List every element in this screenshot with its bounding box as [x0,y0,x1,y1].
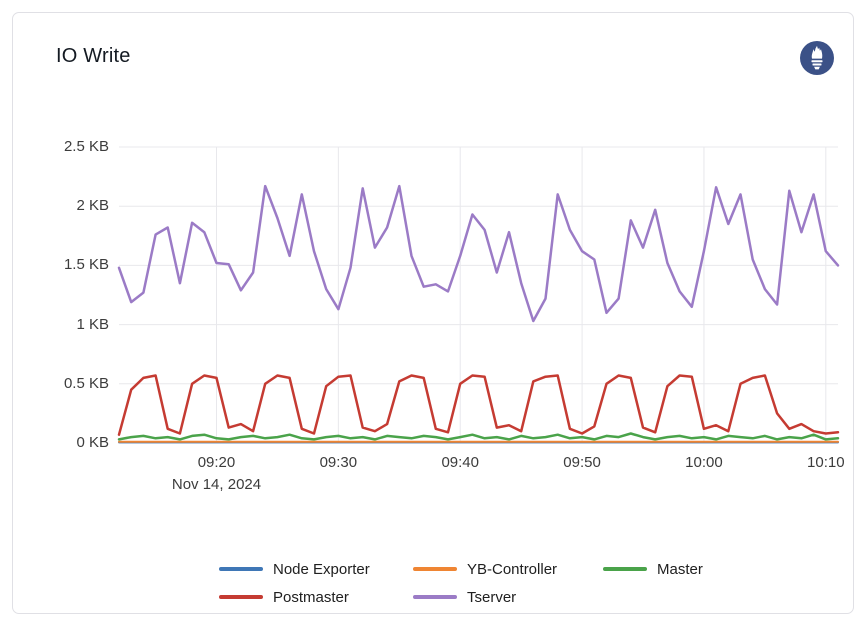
y-axis-label: 0.5 KB [63,374,109,392]
y-axis-label: 1 KB [76,315,109,333]
series-line-master [117,432,840,441]
legend: Node Exporter YB-Controller Master Postmast… [219,559,773,607]
legend-swatch-postmaster [219,595,263,599]
legend-label: YB-Controller [467,560,558,578]
x-axis-label: 10:10 [807,454,845,471]
legend-item-node-exporter[interactable]: Node Exporter [219,559,413,579]
x-axis-label: 09:40 [441,454,479,471]
panel-title: IO Write [56,45,131,67]
series-line-tserver [117,184,840,323]
legend-item-tserver[interactable]: Tserver [413,587,603,607]
legend-item-yb-controller[interactable]: YB-Controller [413,559,603,579]
x-axis-label: 09:30 [319,454,358,471]
legend-item-master[interactable]: Master [603,559,773,579]
y-axis-label: 2.5 KB [63,138,109,155]
legend-label: Postmaster [273,588,349,606]
legend-swatch-yb-controller [413,567,457,571]
legend-swatch-node-exporter [219,567,263,571]
y-axis-label: 1.5 KB [63,256,109,274]
x-axis-label: 09:50 [563,454,601,471]
x-axis-label: 09:20 [197,454,236,471]
y-axis-label: 2 KB [76,197,109,215]
series-line-postmaster [117,374,840,436]
legend-label: Node Exporter [273,560,370,578]
legend-label: Tserver [467,588,517,606]
x-axis-label: 10:00 [685,454,723,471]
legend-swatch-master [603,567,647,571]
legend-label: Master [657,560,703,578]
x-axis-date-label: Nov 14, 2024 [171,476,262,493]
legend-item-postmaster[interactable]: Postmaster [219,587,413,607]
chart-svg[interactable] [13,13,855,615]
y-axis-label: 0 KB [76,434,109,451]
legend-swatch-tserver [413,595,457,599]
prometheus-icon[interactable] [800,41,834,75]
chart-panel: IO Write 0 KB 0.5 KB 1 KB 1.5 KB 2 KB 2.5 KB 0… [12,12,854,614]
